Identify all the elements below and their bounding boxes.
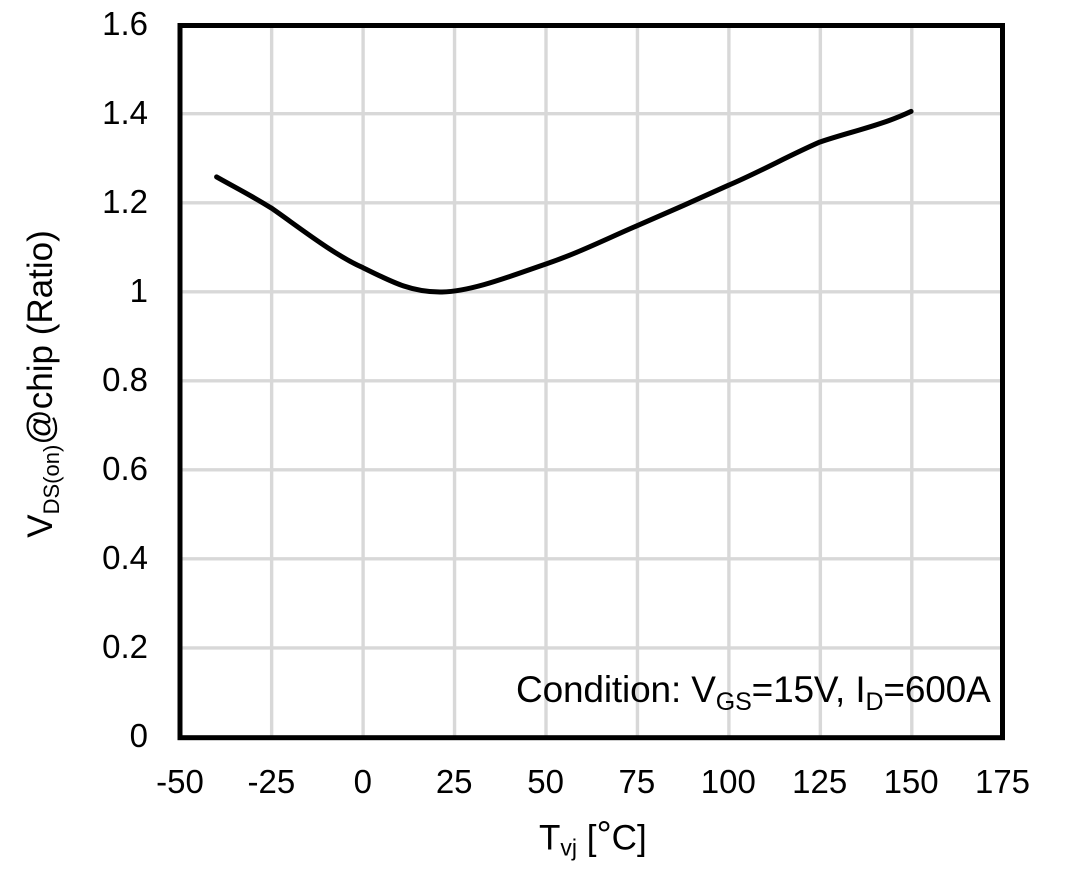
- svg-text:125: 125: [792, 763, 847, 800]
- svg-text:75: 75: [619, 763, 656, 800]
- svg-text:0: 0: [130, 717, 148, 754]
- svg-text:1: 1: [130, 272, 148, 309]
- svg-text:0.2: 0.2: [102, 628, 148, 665]
- svg-text:-25: -25: [248, 763, 296, 800]
- svg-text:150: 150: [884, 763, 939, 800]
- svg-text:1.6: 1.6: [102, 5, 148, 42]
- svg-text:1.4: 1.4: [102, 94, 148, 131]
- svg-text:1.2: 1.2: [102, 183, 148, 220]
- svg-text:0.8: 0.8: [102, 361, 148, 398]
- svg-text:0.6: 0.6: [102, 450, 148, 487]
- svg-text:Tvj [°C]: Tvj [°C]: [539, 815, 647, 861]
- svg-text:Condition: VGS=15V, ID=600A: Condition: VGS=15V, ID=600A: [516, 669, 991, 716]
- svg-text:25: 25: [436, 763, 473, 800]
- svg-text:0: 0: [354, 763, 372, 800]
- svg-text:100: 100: [701, 763, 756, 800]
- svg-text:0.4: 0.4: [102, 539, 148, 576]
- svg-text:50: 50: [527, 763, 564, 800]
- svg-text:175: 175: [975, 763, 1030, 800]
- svg-text:-50: -50: [156, 763, 204, 800]
